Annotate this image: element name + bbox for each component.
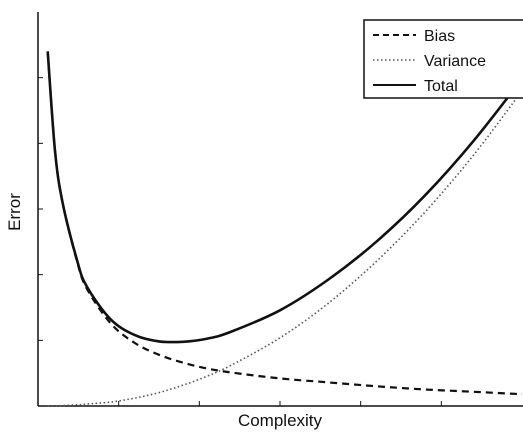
axis-ticks — [38, 77, 442, 406]
series-line-bias — [46, 51, 523, 396]
legend-label-bias: Bias — [424, 28, 455, 45]
legend: Bias Variance Total — [363, 19, 523, 99]
series-line-total — [46, 51, 523, 344]
x-axis-label: Complexity — [238, 411, 323, 430]
series-line-variance — [47, 90, 523, 407]
series-layer — [46, 51, 523, 407]
legend-label-variance: Variance — [424, 53, 486, 70]
legend-label-total: Total — [424, 78, 458, 95]
y-axis-label: Error — [5, 193, 24, 231]
